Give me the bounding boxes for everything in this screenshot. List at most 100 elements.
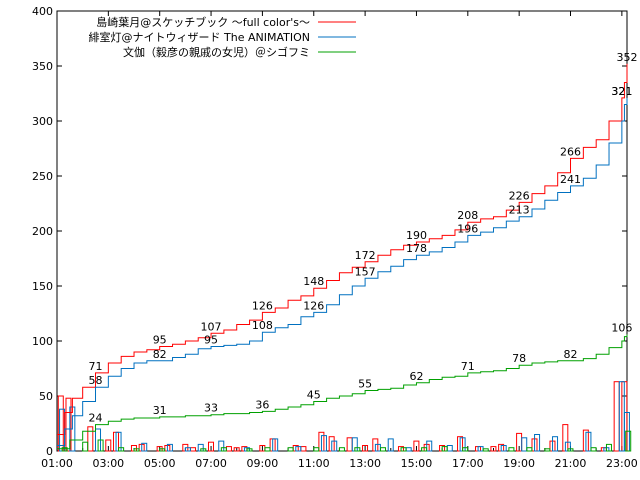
data-label: 126 xyxy=(252,299,273,312)
bar-1 xyxy=(521,437,528,452)
bar-2 xyxy=(246,448,253,452)
y-tick-label: 50 xyxy=(39,390,53,403)
data-label: 58 xyxy=(89,374,103,387)
bar-0 xyxy=(225,446,232,452)
data-label: 62 xyxy=(409,370,423,383)
bar-2 xyxy=(605,443,612,452)
y-tick-label: 300 xyxy=(32,115,53,128)
bar-0 xyxy=(490,446,497,452)
data-label: 31 xyxy=(153,404,167,417)
bar-0 xyxy=(105,439,112,452)
data-label: 95 xyxy=(153,334,167,347)
bar-1 xyxy=(295,446,302,452)
bar-2 xyxy=(82,441,89,452)
bar-0 xyxy=(207,441,214,452)
x-tick-label: 23:00 xyxy=(606,457,638,470)
bar-1 xyxy=(387,438,394,452)
bar-2 xyxy=(482,448,489,452)
y-tick-label: 100 xyxy=(32,335,53,348)
bar-2 xyxy=(462,447,469,452)
bar-1 xyxy=(320,435,327,452)
bar-2 xyxy=(118,447,125,452)
bar-0 xyxy=(233,447,240,452)
data-label: 172 xyxy=(355,249,376,262)
bar-2 xyxy=(400,447,407,452)
bar-1 xyxy=(552,436,559,452)
bar-2 xyxy=(441,446,448,452)
data-label: 82 xyxy=(564,348,578,361)
data-label: 78 xyxy=(512,352,526,365)
bar-1 xyxy=(59,408,66,452)
bar-2 xyxy=(380,447,387,452)
data-label: 45 xyxy=(307,389,321,402)
bar-0 xyxy=(346,437,353,452)
bar-2 xyxy=(264,447,271,452)
data-labels: 7195107126148172190208226266321352588295… xyxy=(89,51,638,425)
data-label: 71 xyxy=(89,360,103,373)
data-label: 55 xyxy=(358,378,372,391)
bar-0 xyxy=(57,395,64,452)
data-label: 196 xyxy=(457,222,478,235)
bar-2 xyxy=(200,448,207,452)
bar-2 xyxy=(61,447,68,452)
x-tick-label: 15:00 xyxy=(401,457,433,470)
x-tick-label: 01:00 xyxy=(41,457,73,470)
data-label: 321 xyxy=(611,85,632,98)
series-lines xyxy=(57,63,628,450)
bar-2 xyxy=(159,448,166,452)
data-label: 321 xyxy=(611,85,632,98)
data-label: 24 xyxy=(89,412,103,425)
bar-1 xyxy=(534,434,541,452)
y-tick-label: 350 xyxy=(32,60,53,73)
bar-1 xyxy=(141,442,148,452)
series-line-1 xyxy=(57,97,628,446)
x-tick-label: 11:00 xyxy=(298,457,330,470)
data-label: 107 xyxy=(201,320,222,333)
legend-entry-label: 島崎葉月@スケッチブック ～full color's～ xyxy=(96,15,310,29)
data-label: 33 xyxy=(204,402,218,415)
bar-1 xyxy=(446,445,453,452)
bar-2 xyxy=(625,430,632,452)
bar-1 xyxy=(166,443,173,452)
x-tick-label: 19:00 xyxy=(503,457,535,470)
data-label: 157 xyxy=(355,265,376,278)
bar-2 xyxy=(133,448,140,452)
data-label: 190 xyxy=(406,229,427,242)
plot-border xyxy=(56,10,628,452)
bar-0 xyxy=(362,445,369,452)
bar-1 xyxy=(426,440,433,452)
y-tick-label: 400 xyxy=(32,5,53,18)
bar-2 xyxy=(287,447,294,452)
bar-2 xyxy=(544,448,551,452)
x-tick-label: 21:00 xyxy=(555,457,587,470)
legend: 島崎葉月@スケッチブック ～full color's～緋室灯@ナイトウィザード … xyxy=(89,15,356,59)
bar-1 xyxy=(585,431,592,452)
x-tick-label: 09:00 xyxy=(247,457,279,470)
y-tick-label: 200 xyxy=(32,225,53,238)
data-label: 95 xyxy=(204,334,218,347)
y-tick-label: 150 xyxy=(32,280,53,293)
series-line-2 xyxy=(57,334,628,450)
data-label: 241 xyxy=(560,173,581,186)
series-line-0 xyxy=(57,63,628,435)
bar-1 xyxy=(500,445,507,452)
bar-1 xyxy=(184,447,191,452)
legend-entry-label: 文伽（毅彦の親戚の女児）＠シゴフミ xyxy=(123,45,310,59)
axes: 0 50 100 150 200 250 300 350 400 01:00 03:00 05:00 0… xyxy=(32,5,638,470)
bar-1 xyxy=(272,438,279,452)
bar-0 xyxy=(613,381,620,452)
bar-2 xyxy=(338,447,345,452)
bar-2 xyxy=(313,447,320,452)
bar-0 xyxy=(65,397,72,452)
x-tick-label: 03:00 xyxy=(92,457,124,470)
bar-2 xyxy=(508,447,515,452)
bar-0 xyxy=(413,440,420,452)
data-label: 148 xyxy=(303,275,324,288)
y-tick-label: 0 xyxy=(46,445,53,458)
bar-2 xyxy=(220,447,227,452)
data-label: 36 xyxy=(255,398,269,411)
x-tick-label: 17:00 xyxy=(452,457,484,470)
data-label: 82 xyxy=(153,348,167,361)
data-label: 108 xyxy=(252,319,273,332)
